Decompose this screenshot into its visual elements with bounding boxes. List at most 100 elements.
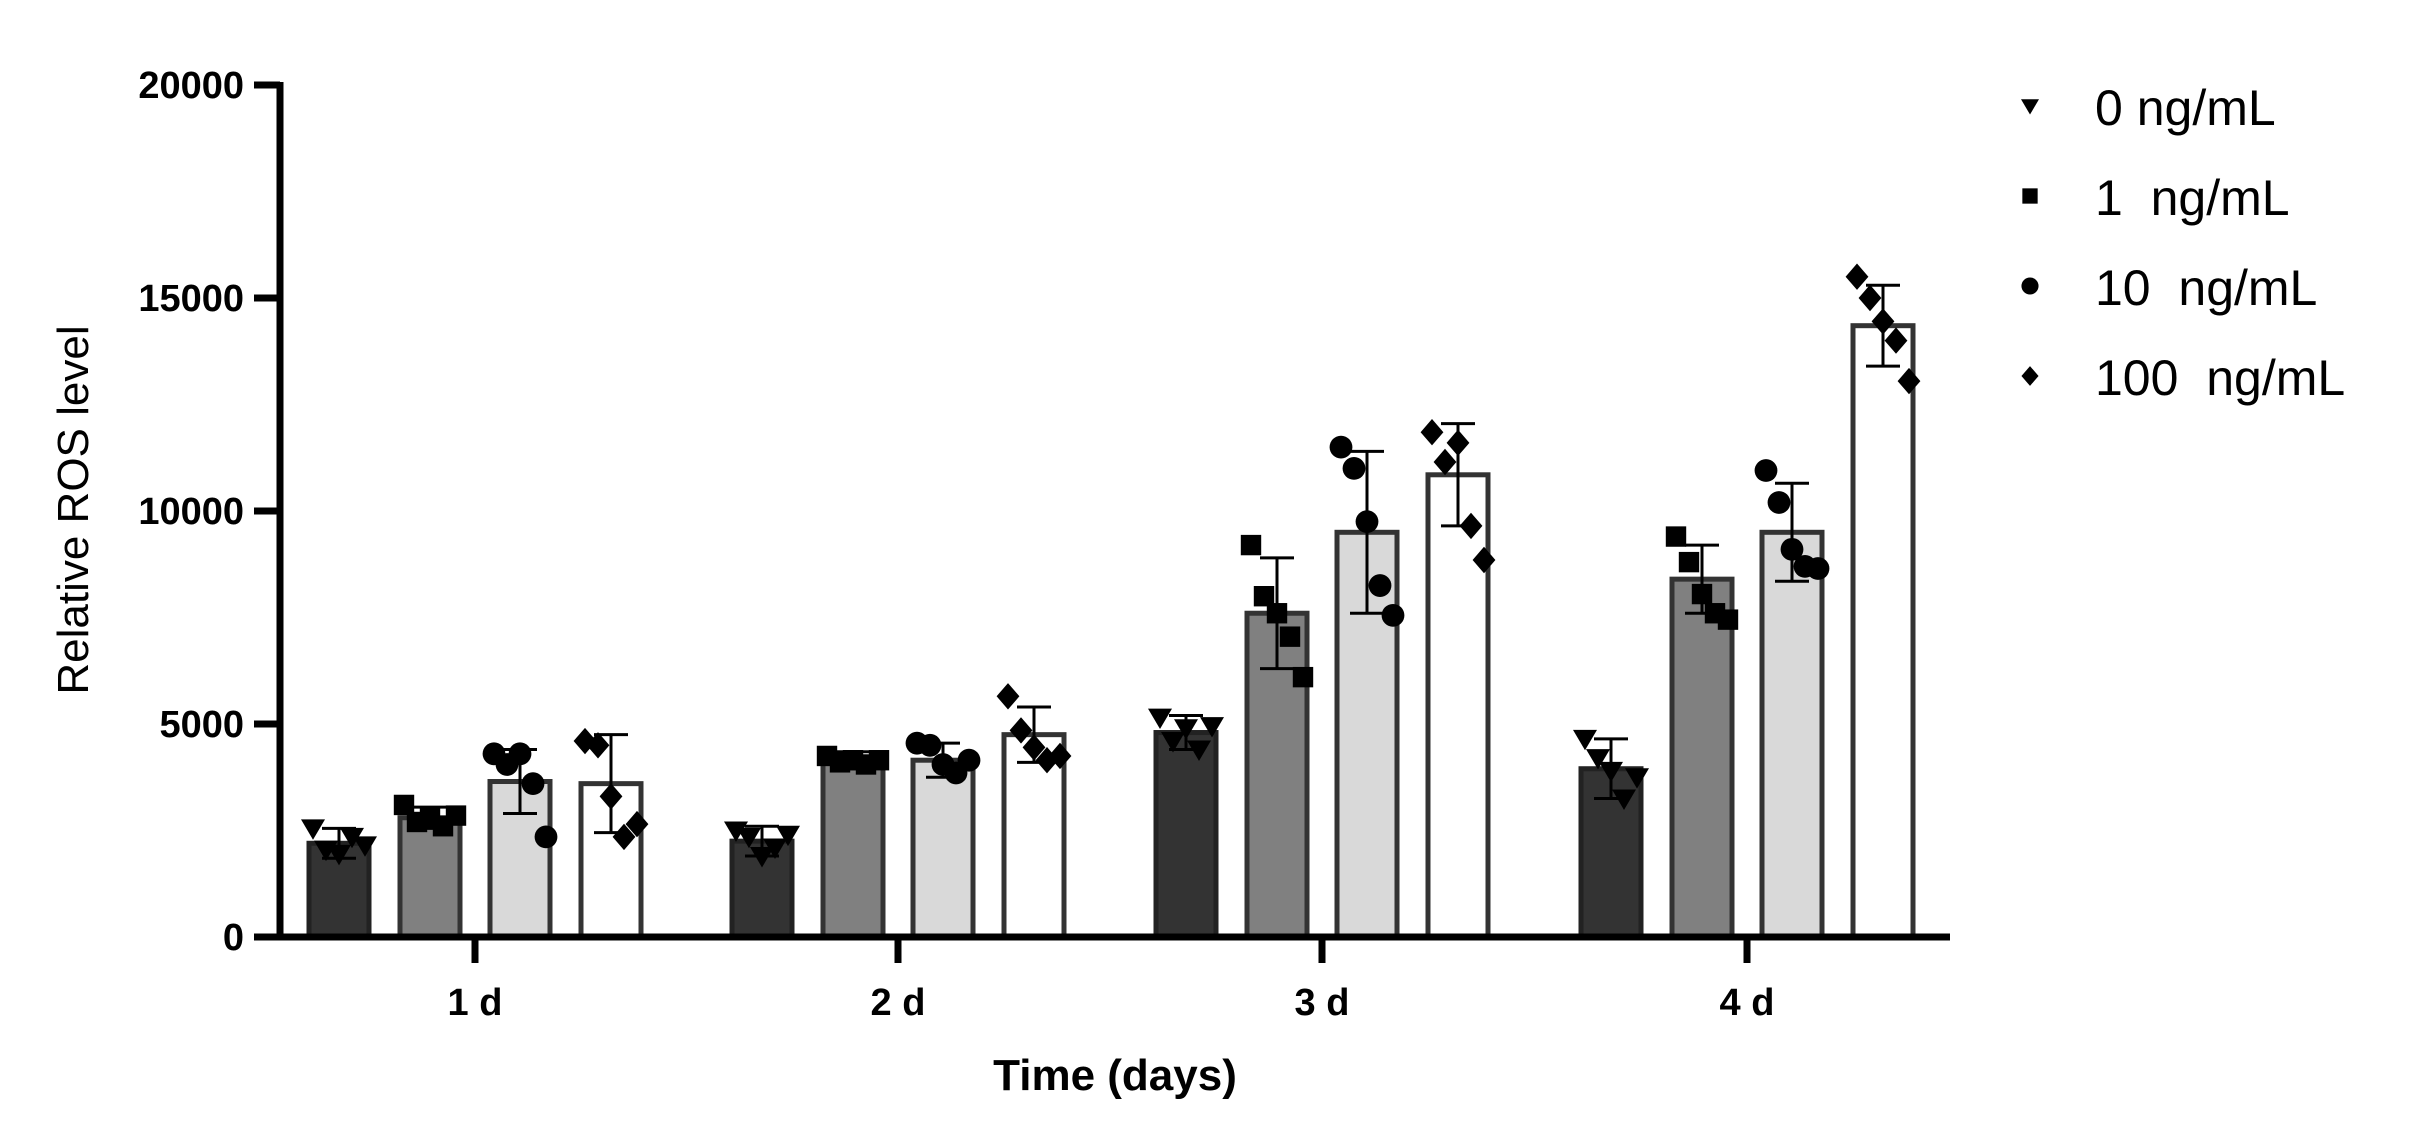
bar-group <box>1420 418 1496 940</box>
data-point <box>1009 717 1033 744</box>
bar-group <box>301 819 377 940</box>
data-point <box>1420 418 1444 446</box>
legend-label: 10 ng/mL <box>2095 260 2317 316</box>
data-point <box>1845 263 1869 290</box>
bar <box>820 757 886 940</box>
data-point <box>918 733 942 757</box>
data-point <box>1767 491 1791 514</box>
data-point <box>1279 626 1301 647</box>
data-point <box>737 827 761 849</box>
data-point <box>1586 749 1610 770</box>
data-point <box>1625 768 1649 789</box>
legend-marker <box>2022 188 2038 204</box>
data-point <box>625 810 649 838</box>
data-point <box>1342 457 1366 480</box>
y-tick-label: 5000 <box>159 704 244 746</box>
data-point <box>1368 574 1392 597</box>
bar <box>1759 529 1825 940</box>
y-axis-title: Relative ROS level <box>49 325 98 694</box>
data-point <box>1329 435 1353 459</box>
data-point <box>1048 742 1072 770</box>
data-point <box>957 748 981 772</box>
data-point <box>1573 729 1597 751</box>
bar <box>910 757 976 940</box>
data-point <box>1148 708 1172 730</box>
data-point <box>534 825 558 849</box>
legend-marker <box>2021 277 2039 295</box>
data-point <box>1858 284 1882 312</box>
data-point <box>1381 603 1405 627</box>
bar-group <box>1240 534 1314 940</box>
legend-label: 0 ng/mL <box>2095 80 2276 136</box>
bar <box>1425 472 1491 940</box>
data-point <box>1472 546 1496 574</box>
bar-group <box>393 794 467 940</box>
data-point <box>724 821 748 842</box>
data-point <box>1717 609 1739 630</box>
x-axis-title: Time (days) <box>993 1051 1237 1100</box>
bar-group <box>996 683 1072 940</box>
bar-group <box>1665 526 1739 940</box>
data-point <box>393 794 415 816</box>
data-point <box>776 825 800 847</box>
legend-marker <box>2021 99 2039 115</box>
data-point <box>573 727 597 755</box>
data-point <box>521 772 545 796</box>
data-point <box>1240 534 1262 556</box>
bar-group <box>1329 435 1405 940</box>
x-category-label: 4 d <box>1720 982 1775 1024</box>
data-point <box>353 836 377 857</box>
y-ticks: 0 5000 10000 15000 20000 <box>138 65 280 959</box>
bar <box>1669 576 1735 940</box>
x-category-label: 2 d <box>871 982 926 1024</box>
legend: 0 ng/mL 1 ng/mL 10 ng/mL 100 ng/mL <box>2021 80 2345 406</box>
data-point <box>301 819 325 840</box>
data-point <box>1754 459 1778 482</box>
data-point <box>996 683 1020 710</box>
bar-group <box>724 821 800 940</box>
data-point <box>1433 448 1457 476</box>
bar <box>1153 730 1219 940</box>
bar-group <box>905 731 981 940</box>
bar-group <box>1754 459 1830 940</box>
bar-group <box>1148 708 1224 940</box>
bar-group <box>482 742 558 940</box>
data-point <box>586 732 610 759</box>
data-point <box>1292 666 1314 688</box>
legend-label: 100 ng/mL <box>2095 350 2345 406</box>
y-tick-label: 0 <box>223 917 244 959</box>
legend-item: 1 ng/mL <box>2022 170 2290 226</box>
data-point <box>1806 557 1830 580</box>
legend-label: 1 ng/mL <box>2095 170 2290 226</box>
data-point <box>1884 327 1908 354</box>
x-ticks: 1 d 2 d 3 d 4 d <box>448 937 1775 1024</box>
y-tick-label: 10000 <box>138 491 244 533</box>
bar <box>1001 732 1067 940</box>
bar-group <box>573 727 649 940</box>
bar-group <box>1845 263 1921 940</box>
data-point <box>1161 732 1185 753</box>
x-category-label: 3 d <box>1295 982 1350 1024</box>
bars-layer <box>301 263 1921 940</box>
y-tick-label: 15000 <box>138 278 244 320</box>
y-tick-label: 20000 <box>138 65 244 107</box>
data-point <box>868 750 890 771</box>
bar-group <box>1573 729 1649 940</box>
data-point <box>1200 717 1224 738</box>
data-point <box>763 838 787 859</box>
data-point <box>1897 367 1921 395</box>
x-category-label: 1 d <box>448 982 503 1024</box>
bar-group <box>816 745 890 940</box>
legend-item: 100 ng/mL <box>2021 350 2345 406</box>
legend-item: 0 ng/mL <box>2021 80 2276 136</box>
data-point <box>612 823 636 851</box>
data-point <box>1678 551 1700 573</box>
data-point <box>340 827 364 849</box>
data-point <box>1253 586 1275 607</box>
data-point <box>1665 526 1687 547</box>
legend-item: 10 ng/mL <box>2021 260 2317 316</box>
bar <box>1850 323 1916 940</box>
data-point <box>445 805 467 826</box>
legend-marker <box>2021 366 2039 386</box>
